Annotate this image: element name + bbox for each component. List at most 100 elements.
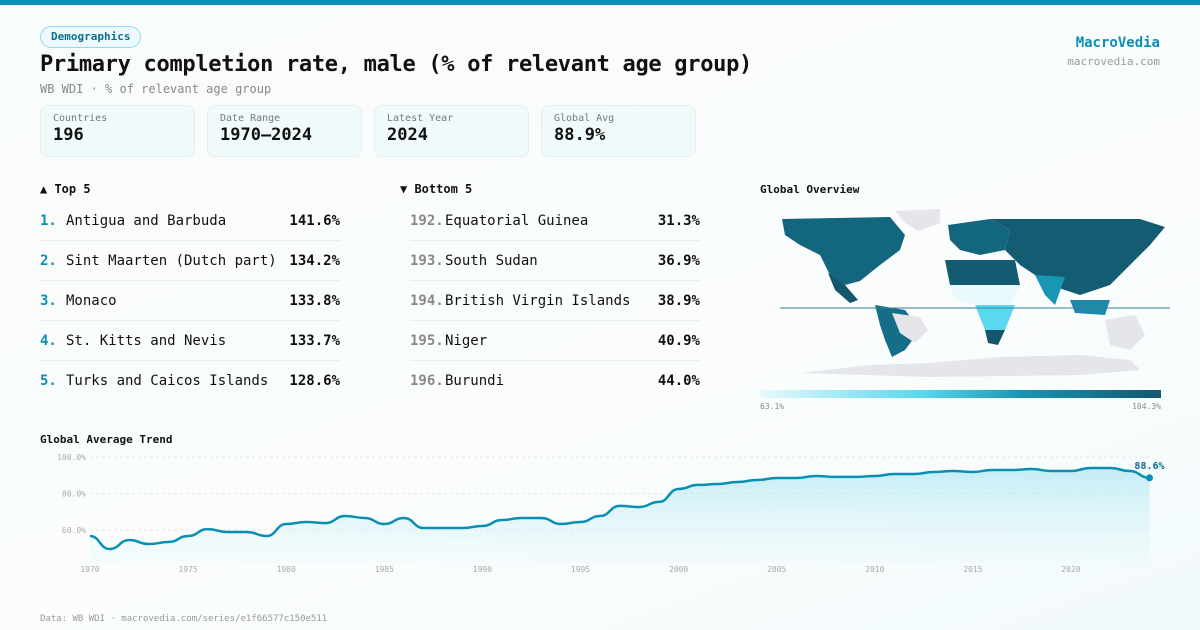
trend-line (89, 466, 1150, 551)
value: 31.3% (657, 212, 700, 229)
brand-logo[interactable]: MacroVedia (1075, 35, 1160, 51)
category-badge[interactable]: Demographics (40, 26, 142, 48)
list-item[interactable]: 196. Burundi 44.0% (410, 361, 700, 401)
map-australia (1105, 315, 1145, 350)
world-choropleth-map[interactable] (780, 205, 1170, 380)
stat-value: 196 (53, 125, 84, 145)
bottom-5-heading: ▼ Bottom 5 (400, 182, 473, 196)
list-item[interactable]: 194. British Virgin Islands 38.9% (410, 281, 700, 321)
x-tick-label: 1985 (375, 565, 394, 574)
x-tick-label: 1970 (80, 565, 99, 574)
x-tick-label: 2010 (865, 565, 884, 574)
y-tick-label: 60.0% (62, 526, 86, 535)
country-name: South Sudan (445, 252, 538, 269)
list-item[interactable]: 193. South Sudan 36.9% (410, 241, 700, 281)
map-russia-asia (990, 219, 1165, 295)
stat-card-global-avg: Global Avg 88.9% (541, 105, 696, 157)
stat-label: Global Avg (554, 113, 615, 124)
map-color-legend (760, 390, 1161, 398)
value: 40.9% (657, 332, 700, 349)
stat-label: Date Range (220, 113, 281, 124)
list-item[interactable]: 195. Niger 40.9% (410, 321, 700, 361)
last-value-label: 88.6% (1134, 461, 1164, 472)
country-name: St. Kitts and Nevis (66, 332, 227, 349)
value: 128.6% (289, 373, 340, 389)
stat-card-countries: Countries 196 (40, 105, 195, 157)
country-name: Turks and Caicos Islands (66, 373, 269, 389)
map-antarctica (800, 355, 1140, 377)
rank: 195. (410, 332, 444, 349)
legend-max: 104.3% (1132, 402, 1161, 411)
x-tick-label: 1980 (277, 565, 296, 574)
map-greenland (895, 209, 940, 231)
value: 133.7% (289, 332, 340, 349)
list-item[interactable]: 1. Antigua and Barbuda 141.6% (40, 201, 340, 241)
map-central-america (828, 273, 858, 303)
stat-label: Latest Year (387, 113, 454, 124)
y-tick-label: 80.0% (62, 490, 86, 499)
map-west-africa (950, 285, 1020, 305)
map-brazil (892, 313, 928, 343)
stat-card-latest-year: Latest Year 2024 (374, 105, 529, 157)
x-tick-label: 1995 (571, 565, 590, 574)
map-europe (948, 219, 1010, 255)
trend-chart-title: Global Average Trend (40, 433, 173, 446)
map-southern-africa (985, 330, 1005, 345)
bottom-5-list: 192. Equatorial Guinea 31.3% 193. South Sud… (410, 201, 700, 401)
list-item[interactable]: 192. Equatorial Guinea 31.3% (410, 201, 700, 241)
legend-min: 63.1% (760, 402, 785, 411)
map-central-africa (975, 305, 1015, 330)
brand-url[interactable]: macrovedia.com (1067, 55, 1160, 68)
stat-value: 1970–2024 (220, 125, 313, 145)
map-north-africa (945, 260, 1020, 285)
x-tick-label: 2000 (669, 565, 688, 574)
list-item[interactable]: 5. Turks and Caicos Islands 128.6% (40, 361, 340, 401)
rank: 196. (410, 373, 444, 389)
rank: 192. (410, 212, 444, 229)
x-tick-label: 1990 (473, 565, 492, 574)
country-name: Burundi (445, 373, 505, 389)
value: 141.6% (289, 212, 340, 229)
country-name: Antigua and Barbuda (66, 212, 227, 229)
rank: 194. (410, 292, 444, 309)
x-tick-label: 2005 (767, 565, 786, 574)
y-tick-label: 100.0% (57, 453, 86, 462)
stat-value: 88.9% (554, 125, 606, 145)
top-5-heading: ▲ Top 5 (40, 182, 91, 196)
stat-card-date-range: Date Range 1970–2024 (207, 105, 362, 157)
rank: 5. (40, 373, 57, 389)
x-tick-label: 2015 (963, 565, 982, 574)
rank: 1. (40, 212, 57, 229)
map-south-asia (1035, 275, 1065, 305)
map-north-america (782, 217, 905, 285)
page-title: Primary completion rate, male (% of rele… (40, 52, 752, 77)
top-accent-bar (0, 0, 1200, 5)
value: 38.9% (657, 292, 700, 309)
country-name: Sint Maarten (Dutch part) (66, 252, 277, 269)
trend-chart[interactable]: 60.0% 80.0% 100.0% 1970 1975 1980 1985 1990 1995… (0, 445, 1200, 580)
value: 36.9% (657, 252, 700, 269)
country-name: Equatorial Guinea (445, 212, 589, 229)
value: 133.8% (289, 292, 340, 309)
page-subtitle: WB WDI · % of relevant age group (40, 82, 272, 96)
map-title: Global Overview (760, 183, 860, 196)
x-tick-label: 1975 (178, 565, 197, 574)
top-5-list: 1. Antigua and Barbuda 141.6% 2. Sint Maart… (40, 201, 340, 401)
stat-label: Countries (53, 113, 108, 124)
rank: 4. (40, 332, 57, 349)
value: 134.2% (289, 252, 340, 269)
value: 44.0% (657, 373, 700, 389)
rank: 2. (40, 252, 57, 269)
rank: 3. (40, 292, 57, 309)
country-name: Niger (445, 332, 488, 349)
country-name: British Virgin Islands (445, 292, 631, 309)
last-point-marker (1145, 474, 1153, 482)
trend-area (90, 467, 1150, 563)
list-item[interactable]: 2. Sint Maarten (Dutch part) 134.2% (40, 241, 340, 281)
x-tick-label: 2020 (1061, 565, 1080, 574)
stat-value: 2024 (387, 125, 428, 145)
rank: 193. (410, 252, 444, 269)
footer-source: Data: WB WDI · macrovedia.com/series/e1f… (40, 614, 328, 624)
list-item[interactable]: 3. Monaco 133.8% (40, 281, 340, 321)
list-item[interactable]: 4. St. Kitts and Nevis 133.7% (40, 321, 340, 361)
